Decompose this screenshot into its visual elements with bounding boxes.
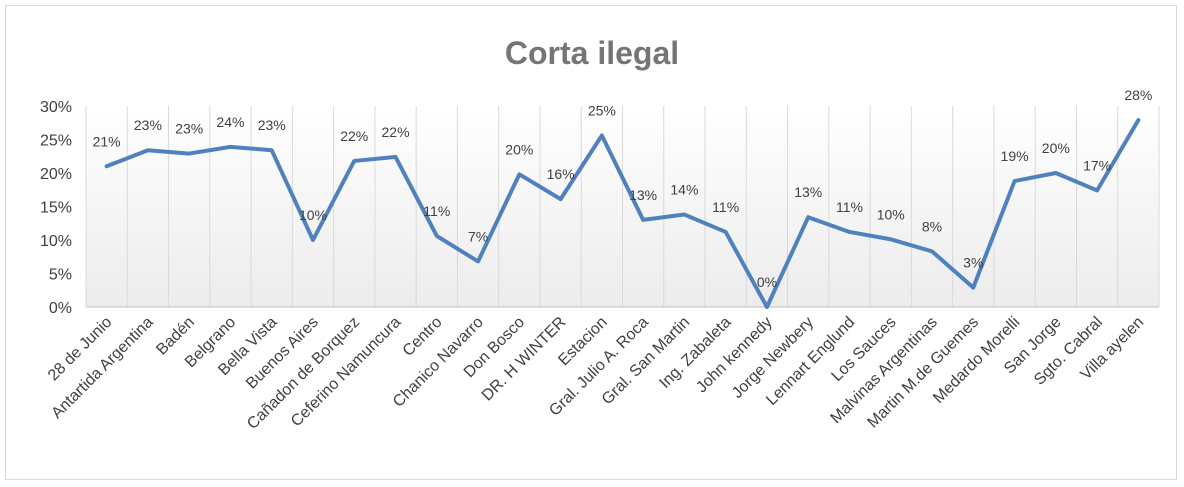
- data-label: 22%: [340, 128, 368, 144]
- data-label: 21%: [93, 133, 121, 149]
- y-tick-label: 0%: [49, 300, 72, 317]
- data-label: 28%: [1124, 87, 1152, 103]
- chart-title: Corta ilegal: [505, 35, 679, 71]
- x-tick-label: Ing. Zabaleta: [656, 314, 734, 392]
- data-label: 24%: [216, 114, 244, 130]
- data-label: 19%: [1001, 148, 1029, 164]
- data-label: 0%: [757, 274, 777, 290]
- data-label: 23%: [258, 117, 286, 133]
- data-label: 20%: [1042, 140, 1070, 156]
- y-tick-label: 20%: [40, 166, 72, 183]
- data-label: 11%: [712, 199, 739, 215]
- data-label: 25%: [588, 102, 616, 118]
- data-label: 3%: [963, 255, 983, 271]
- data-label: 11%: [423, 203, 450, 219]
- data-label: 13%: [794, 184, 822, 200]
- data-label: 11%: [836, 199, 863, 215]
- data-label: 8%: [922, 218, 942, 234]
- chart-frame: Corta ilegal 0% 5% 10% 15% 20% 25% 30% 28 de J…: [5, 5, 1177, 480]
- series-line: [104, 118, 1141, 309]
- data-label: 16%: [547, 166, 575, 182]
- data-label: 10%: [877, 206, 905, 222]
- y-tick-label: 15%: [40, 200, 72, 217]
- x-tick-label: Buenos Aires: [243, 314, 322, 393]
- line-chart: Corta ilegal 0%5%10%15%20%25%30% 28 de J…: [40, 35, 1160, 433]
- y-tick-label: 5%: [49, 267, 72, 284]
- data-label: 23%: [175, 121, 203, 137]
- data-label: 14%: [670, 182, 698, 198]
- data-label: 23%: [134, 117, 162, 133]
- y-tick-label: 30%: [40, 99, 72, 116]
- data-label: 20%: [505, 141, 533, 157]
- data-label: 13%: [629, 187, 657, 203]
- y-tick-label: 10%: [40, 233, 72, 250]
- data-label: 7%: [468, 228, 488, 244]
- data-label: 10%: [299, 207, 327, 223]
- data-label: 22%: [382, 124, 410, 140]
- data-label: 17%: [1083, 157, 1111, 173]
- y-tick-label: 25%: [40, 133, 72, 150]
